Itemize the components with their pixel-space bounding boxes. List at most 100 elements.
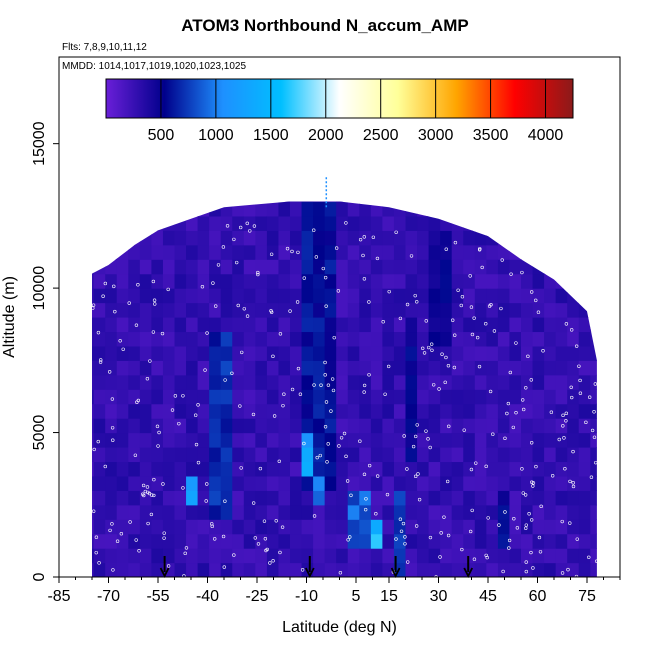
heatmap-cell [382, 418, 395, 434]
heatmap-cell [451, 533, 464, 549]
heatmap-cell [486, 389, 499, 405]
heatmap-cell [428, 201, 441, 217]
heatmap-cell [324, 374, 337, 390]
heatmap-cell [116, 273, 129, 289]
sample-point [101, 294, 105, 298]
sample-point [152, 477, 156, 482]
heatmap-cell [370, 244, 383, 260]
heatmap-cell [451, 432, 464, 448]
heatmap-cell [220, 461, 233, 477]
heatmap-cell [139, 475, 152, 491]
heatmap-cell [232, 201, 245, 217]
heatmap-cell [521, 447, 534, 463]
x-tick-label: -10 [295, 588, 318, 605]
heatmap-cell [497, 302, 511, 318]
sample-point [503, 510, 507, 514]
sample-point [421, 346, 425, 351]
heatmap-cell [382, 201, 395, 217]
heatmap-cell [359, 273, 372, 289]
heatmap-cell [186, 345, 199, 361]
heatmap-cell [521, 562, 534, 577]
sample-point [339, 436, 344, 440]
heatmap-cell [532, 533, 545, 549]
heatmap-cell [255, 418, 268, 434]
y-tick-label: 5000 [31, 415, 48, 451]
heatmap-cell [578, 345, 591, 361]
heatmap-cell [474, 201, 487, 203]
heatmap-cell [405, 461, 418, 477]
heatmap-cell [613, 245, 625, 260]
heatmap-cell [417, 215, 430, 231]
heatmap-cell [128, 259, 141, 275]
heatmap-cell [359, 215, 372, 231]
heatmap-cell [451, 215, 464, 231]
sample-point [184, 546, 189, 550]
y-tick-label: 0 [31, 572, 48, 581]
heatmap-cell [578, 317, 591, 333]
heatmap-cell [290, 418, 303, 434]
heatmap-cell [428, 259, 441, 275]
sample-point [509, 272, 513, 276]
heatmap-cell [509, 432, 522, 448]
heatmap-cell [197, 374, 210, 390]
heatmap-cell [220, 230, 233, 246]
heatmap-cell [71, 404, 83, 419]
heatmap-cell [393, 418, 407, 434]
heatmap-cell [347, 244, 360, 260]
sample-point [151, 330, 156, 334]
sample-point [524, 569, 529, 574]
heatmap-cell [417, 490, 430, 506]
heatmap-cell [266, 461, 280, 477]
heatmap-cell [417, 360, 430, 376]
heatmap-cell [92, 461, 95, 477]
sample-point [166, 287, 170, 292]
heatmap-cell [451, 201, 464, 203]
heatmap-cell [255, 432, 268, 448]
heatmap-cell [139, 201, 152, 203]
sample-point [269, 309, 273, 313]
heatmap-cell [128, 562, 141, 577]
heatmap-cell [486, 490, 499, 506]
sample-point [225, 224, 230, 228]
heatmap-cell [521, 403, 534, 419]
heatmap-cell [116, 548, 129, 564]
sample-point [256, 542, 261, 546]
sample-point [523, 493, 528, 497]
heatmap-cell [290, 259, 303, 275]
heatmap-cell [509, 331, 522, 347]
heatmap-cell [301, 215, 314, 231]
heatmap-cell [186, 548, 199, 564]
heatmap-cell [266, 201, 280, 203]
heatmap-cell [324, 201, 337, 217]
heatmap-cell [197, 389, 210, 405]
heatmap-cell [197, 244, 210, 260]
heatmap-cell [474, 302, 487, 318]
sample-point [136, 398, 141, 403]
sample-point [336, 289, 341, 293]
heatmap-cell [71, 433, 83, 448]
heatmap-cell [232, 475, 245, 491]
heatmap-cell [382, 244, 395, 260]
sample-point [521, 398, 525, 402]
heatmap-cell [613, 461, 625, 476]
heatmap-cell [370, 288, 383, 304]
heatmap-cell [440, 447, 453, 463]
heatmap-cell [428, 548, 441, 564]
heatmap-cell [417, 447, 430, 463]
heatmap-cell [93, 331, 106, 347]
heatmap-cell [532, 562, 545, 577]
heatmap-cell [290, 201, 303, 203]
sample-point [594, 559, 599, 563]
heatmap-cell [382, 504, 395, 520]
sample-point [403, 542, 407, 546]
sample-point [103, 281, 108, 286]
heatmap-cell [243, 533, 256, 549]
heatmap-cell [301, 374, 314, 390]
heatmap-cell [578, 461, 591, 477]
heatmap-cell [521, 201, 534, 217]
heatmap-cell [290, 201, 303, 217]
sample-point [346, 538, 350, 542]
heatmap-cell [463, 273, 476, 289]
sample-point [447, 424, 451, 429]
heatmap-cell [451, 273, 464, 289]
